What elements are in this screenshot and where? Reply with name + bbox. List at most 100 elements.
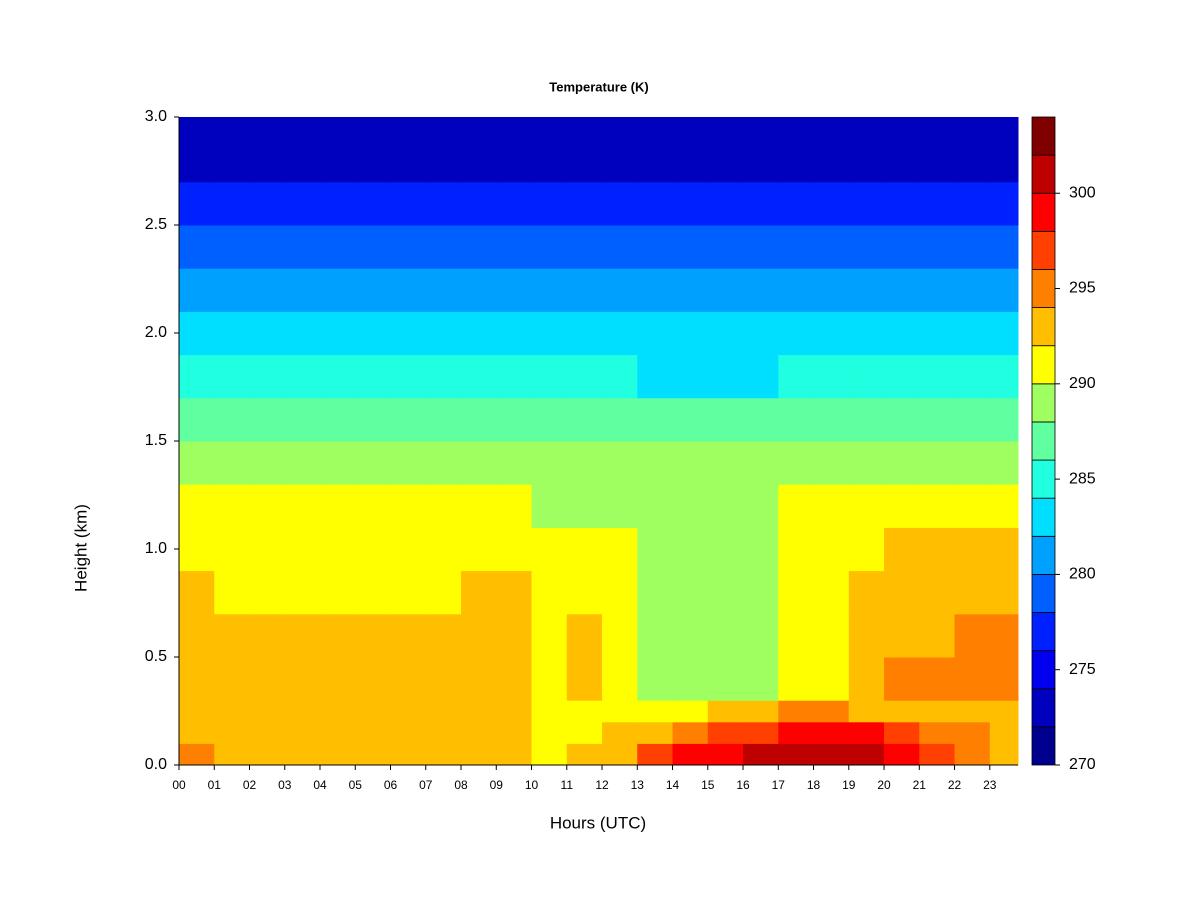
contour-cell [954,354,991,399]
colorbar-band [1031,612,1056,652]
contour-cell [813,397,850,442]
contour-cell [919,354,956,399]
x-tick-label: 09 [490,778,504,792]
contour-cell [919,397,956,442]
contour-cell [707,311,744,356]
contour-cell [813,354,850,399]
contour-cell [284,268,321,312]
contour-cell [214,570,251,615]
contour-cell [743,613,779,658]
x-tick-label: 04 [313,778,327,792]
contour-cell [778,484,815,528]
contour-cell [813,117,850,183]
contour-cell [425,311,462,356]
contour-cell [743,397,779,442]
colorbar-band [1031,688,1056,728]
contour-cell [954,743,991,766]
contour-cell [461,484,497,528]
contour-cell [284,721,321,744]
contour-cell [778,311,815,356]
contour-cell [461,721,497,744]
colorbar-tick-label: 270 [1069,756,1096,773]
contour-cell [919,225,956,269]
contour-cell [884,354,920,399]
contour-cell [461,181,497,226]
colorbar-band [1031,421,1056,461]
contour-cell [425,181,462,226]
contour-cell [179,743,215,766]
contour-cell [496,700,533,723]
contour-cell [531,354,568,399]
contour-cell [214,613,251,658]
contour-cell [531,225,568,269]
contour-cell [461,657,497,701]
contour-cell [919,527,956,572]
contour-cell [425,613,462,658]
contour-cell [778,527,815,572]
contour-cell [602,743,638,766]
contour-cell [284,225,321,269]
colorbar-tick-label: 290 [1069,375,1096,392]
contour-cell [602,441,638,485]
contour-cell [743,484,779,528]
x-tick-label: 14 [666,778,680,792]
contour-cell [707,181,744,226]
contour-cell [461,117,497,183]
contour-cell [496,441,533,485]
contour-cell [637,268,674,312]
contour-cell [425,225,462,269]
contour-cell [249,397,286,442]
colorbar-band [1031,345,1056,385]
contour-cell [672,527,709,572]
contour-cell [778,397,815,442]
contour-cell [566,181,603,226]
contour-cell [320,311,356,356]
contour-cell [214,268,251,312]
contour-cell [919,743,956,766]
contour-cell [778,117,815,183]
contour-cell [848,484,885,528]
contour-cell [954,117,991,183]
x-tick-label: 05 [349,778,363,792]
contour-cell [954,311,991,356]
contour-cell [954,700,991,723]
contour-cell [884,700,920,723]
contour-cell [566,484,603,528]
contour-cell [390,181,427,226]
contour-cell [320,613,356,658]
contour-cell [778,181,815,226]
contour-cell [214,700,251,723]
contour-cell [637,721,674,744]
x-tick-label: 13 [631,778,645,792]
contour-cell [355,268,392,312]
contour-cell [425,657,462,701]
contour-cell [743,657,779,701]
contour-cell [320,268,356,312]
contour-cell [179,397,215,442]
contour-cell [355,181,392,226]
contour-cell [919,117,956,183]
contour-cell [848,613,885,658]
contour-cell [672,657,709,701]
contour-cell [390,354,427,399]
contour-cell [531,268,568,312]
contour-cell [390,117,427,183]
x-tick-label: 07 [419,778,433,792]
contour-cell [461,743,497,766]
contour-cell [848,181,885,226]
contour-cell [954,181,991,226]
colorbar-tick-label: 285 [1069,470,1096,487]
contour-cell [425,484,462,528]
contour-cell [179,570,215,615]
contour-field [179,117,1019,766]
contour-cell [813,743,850,766]
contour-cell [355,570,392,615]
contour-cell [884,484,920,528]
contour-cell [355,743,392,766]
contour-cell [989,743,1019,766]
contour-cell [425,397,462,442]
colorbar-band [1031,230,1056,270]
x-tick-label: 22 [948,778,962,792]
contour-cell [602,354,638,399]
contour-cell [355,117,392,183]
